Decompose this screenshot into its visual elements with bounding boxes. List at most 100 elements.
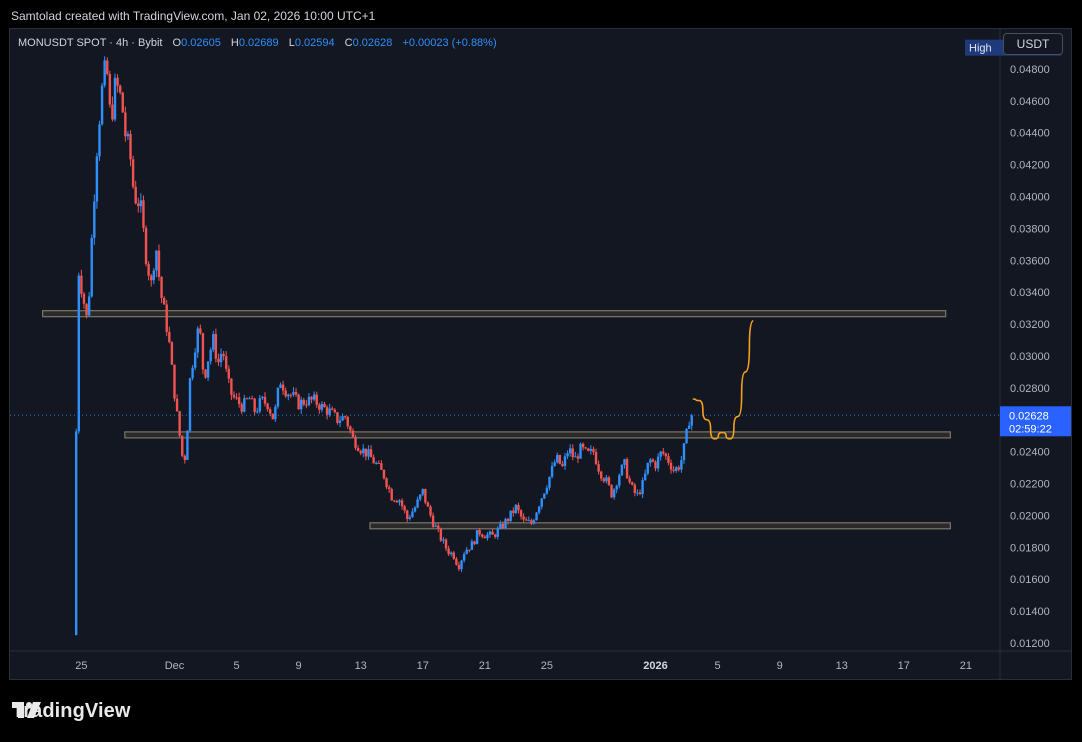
candle-body xyxy=(155,250,158,271)
candle-body xyxy=(124,112,127,137)
candle-body xyxy=(186,430,189,461)
candle-body xyxy=(152,270,155,281)
support-resistance-zone xyxy=(124,431,951,439)
candle-body xyxy=(354,436,357,448)
candle-body xyxy=(284,390,287,397)
candle-body xyxy=(165,304,168,332)
y-axis-tick: 0.04600 xyxy=(1010,96,1050,108)
symbol-label[interactable]: MONUSDT SPOT · 4h · Bybit xyxy=(18,37,163,49)
candle-body xyxy=(514,504,518,513)
candle-body xyxy=(356,447,360,452)
candle-body xyxy=(336,412,339,423)
chart-panel[interactable]: 0.050000.048000.046000.044000.042000.040… xyxy=(9,28,1072,680)
price-chart[interactable]: 0.050000.048000.046000.044000.042000.040… xyxy=(10,29,1071,679)
candle-body xyxy=(387,487,391,490)
candle-body xyxy=(488,531,492,535)
candle-body xyxy=(633,484,637,494)
candle-body xyxy=(398,500,401,503)
x-axis-tick: 21 xyxy=(960,660,972,672)
candle-body xyxy=(605,477,608,482)
candle-body xyxy=(131,159,135,187)
candle-body xyxy=(144,227,148,264)
candle-body xyxy=(137,203,140,207)
y-axis-tick: 0.03400 xyxy=(1010,287,1050,299)
candle-body xyxy=(545,487,549,494)
candle-body xyxy=(346,417,349,427)
candle-body xyxy=(656,456,660,469)
candle-body xyxy=(142,200,145,228)
candle-body xyxy=(126,133,130,137)
candle-body xyxy=(682,443,686,461)
candle-body xyxy=(426,502,430,507)
candle-body xyxy=(615,485,618,490)
y-axis-tick: 0.03200 xyxy=(1010,319,1050,331)
candle-body xyxy=(519,510,523,517)
candle-body xyxy=(452,552,455,559)
candle-body xyxy=(558,455,562,464)
candle-body xyxy=(584,447,587,449)
candle-body xyxy=(183,455,187,461)
candle-body xyxy=(478,530,481,535)
candle-body xyxy=(87,296,91,316)
candle-body xyxy=(592,449,595,452)
candle-body xyxy=(400,500,404,507)
candle-body xyxy=(175,398,179,412)
candle-body xyxy=(625,459,629,479)
candle-body xyxy=(276,387,280,407)
candle-body xyxy=(566,453,569,457)
candle-body xyxy=(343,416,347,418)
projection-path xyxy=(692,320,754,440)
open-value: 0.02605 xyxy=(181,37,221,49)
candle-body xyxy=(571,448,574,458)
open-label: O xyxy=(172,37,182,49)
candle-body xyxy=(287,394,290,397)
currency-button[interactable]: USDT xyxy=(1003,33,1063,55)
x-axis-tick: 5 xyxy=(715,660,721,672)
candle-body xyxy=(424,488,427,503)
candle-body xyxy=(106,60,109,75)
candle-body xyxy=(367,449,370,457)
candle-body xyxy=(444,539,448,549)
candle-body xyxy=(408,517,412,519)
candle-body xyxy=(129,133,132,160)
candle-body xyxy=(462,554,466,561)
candle-body xyxy=(95,156,99,202)
candle-body xyxy=(258,398,262,412)
y-axis-tick: 0.02800 xyxy=(1010,383,1050,395)
y-axis-tick: 0.01200 xyxy=(1010,638,1050,650)
candle-body xyxy=(230,378,233,395)
candle-body xyxy=(271,413,274,420)
candle-body xyxy=(457,564,461,570)
candle-body xyxy=(302,399,305,405)
candle-body xyxy=(687,425,691,429)
candle-body xyxy=(240,403,243,412)
candle-body xyxy=(406,510,409,519)
candle-body xyxy=(160,276,163,298)
candle-body xyxy=(227,368,230,379)
candle-body xyxy=(450,552,453,555)
candle-body xyxy=(289,394,293,396)
chart-caption: Samtolad created with TradingView.com, J… xyxy=(11,9,376,23)
candle-body xyxy=(178,411,181,436)
y-axis-tick: 0.04800 xyxy=(1010,64,1050,76)
candle-body xyxy=(677,467,680,470)
candle-body xyxy=(338,420,342,423)
candle-body xyxy=(646,462,649,474)
candle-body xyxy=(550,465,554,477)
candle-body xyxy=(641,480,644,495)
candle-body xyxy=(610,484,613,498)
candle-body xyxy=(556,455,559,463)
candle-body xyxy=(649,459,652,463)
candle-body xyxy=(248,398,251,400)
y-axis-tick: 0.03000 xyxy=(1010,351,1050,363)
low-value: 0.02594 xyxy=(294,37,335,49)
candle-body xyxy=(434,525,437,527)
candle-body xyxy=(594,451,598,465)
x-axis-tick: 13 xyxy=(355,660,367,672)
candle-body xyxy=(108,74,112,105)
candle-body xyxy=(540,498,543,507)
candle-body xyxy=(672,469,675,471)
close-value: 0.02628 xyxy=(352,37,393,49)
candle-body xyxy=(237,397,241,404)
y-axis-tick: 0.03600 xyxy=(1010,255,1050,267)
